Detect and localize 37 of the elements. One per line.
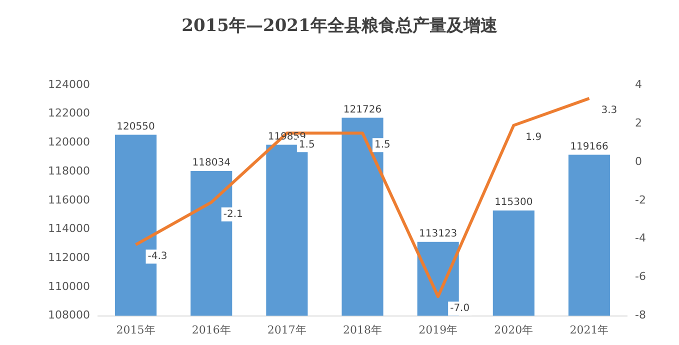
data-label: 120550 — [116, 121, 155, 132]
y2-tick-label: -6 — [635, 270, 646, 284]
y-tick-label: 122000 — [48, 106, 90, 120]
y2-tick-label: -8 — [635, 308, 646, 322]
x-tick-label: 2017年 — [267, 323, 306, 336]
data-label: 118034 — [192, 158, 230, 169]
y-tick-label: 118000 — [48, 164, 90, 178]
y-tick-label: 120000 — [48, 136, 90, 149]
y2-tick-label: 2 — [635, 116, 642, 130]
x-tick-label: 2016年 — [192, 323, 231, 336]
y-tick-label: 116000 — [48, 193, 90, 206]
x-tick-label: 2019年 — [418, 323, 458, 336]
data-label: 115300 — [494, 197, 533, 208]
y2-tick-label: -2 — [635, 193, 646, 206]
chart-title: 2015年—2021年全县粮食总产量及增速 — [180, 15, 498, 37]
data-label: 1.5 — [374, 140, 390, 151]
y2-tick-label: -4 — [635, 232, 646, 245]
y-tick-label: 124000 — [48, 78, 90, 91]
data-label: 113123 — [418, 228, 458, 240]
x-tick-label: 2018年 — [343, 323, 382, 336]
y-tick-label: 114000 — [48, 222, 90, 236]
data-label: 1.9 — [526, 132, 542, 143]
data-label: 121726 — [343, 104, 382, 116]
data-label: -4.3 — [148, 251, 168, 262]
y2-tick-label: 0 — [635, 154, 642, 168]
x-tick-label: 2020年 — [494, 323, 534, 336]
data-label: 1.5 — [298, 140, 315, 151]
data-label: 3.3 — [601, 105, 618, 116]
x-tick-label: 2015年 — [116, 323, 156, 336]
data-label: 119166 — [570, 141, 608, 152]
y2-tick-label: 4 — [635, 78, 642, 91]
data-label: -7.0 — [450, 303, 470, 314]
data-label: -2.1 — [223, 208, 243, 220]
y-tick-label: 112000 — [48, 250, 90, 264]
y-tick-label: 108000 — [48, 308, 90, 322]
x-tick-label: 2021年 — [570, 323, 609, 336]
y-tick-label: 110000 — [48, 280, 90, 293]
